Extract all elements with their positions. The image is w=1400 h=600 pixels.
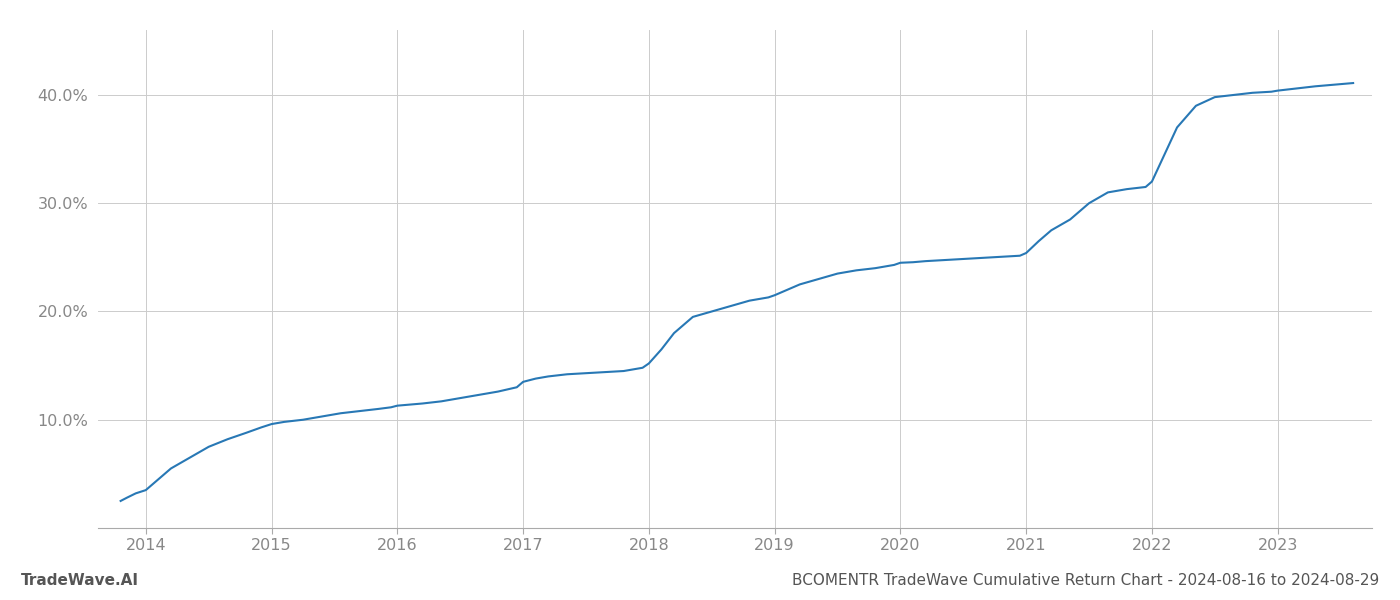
Text: TradeWave.AI: TradeWave.AI	[21, 573, 139, 588]
Text: BCOMENTR TradeWave Cumulative Return Chart - 2024-08-16 to 2024-08-29: BCOMENTR TradeWave Cumulative Return Cha…	[792, 573, 1379, 588]
